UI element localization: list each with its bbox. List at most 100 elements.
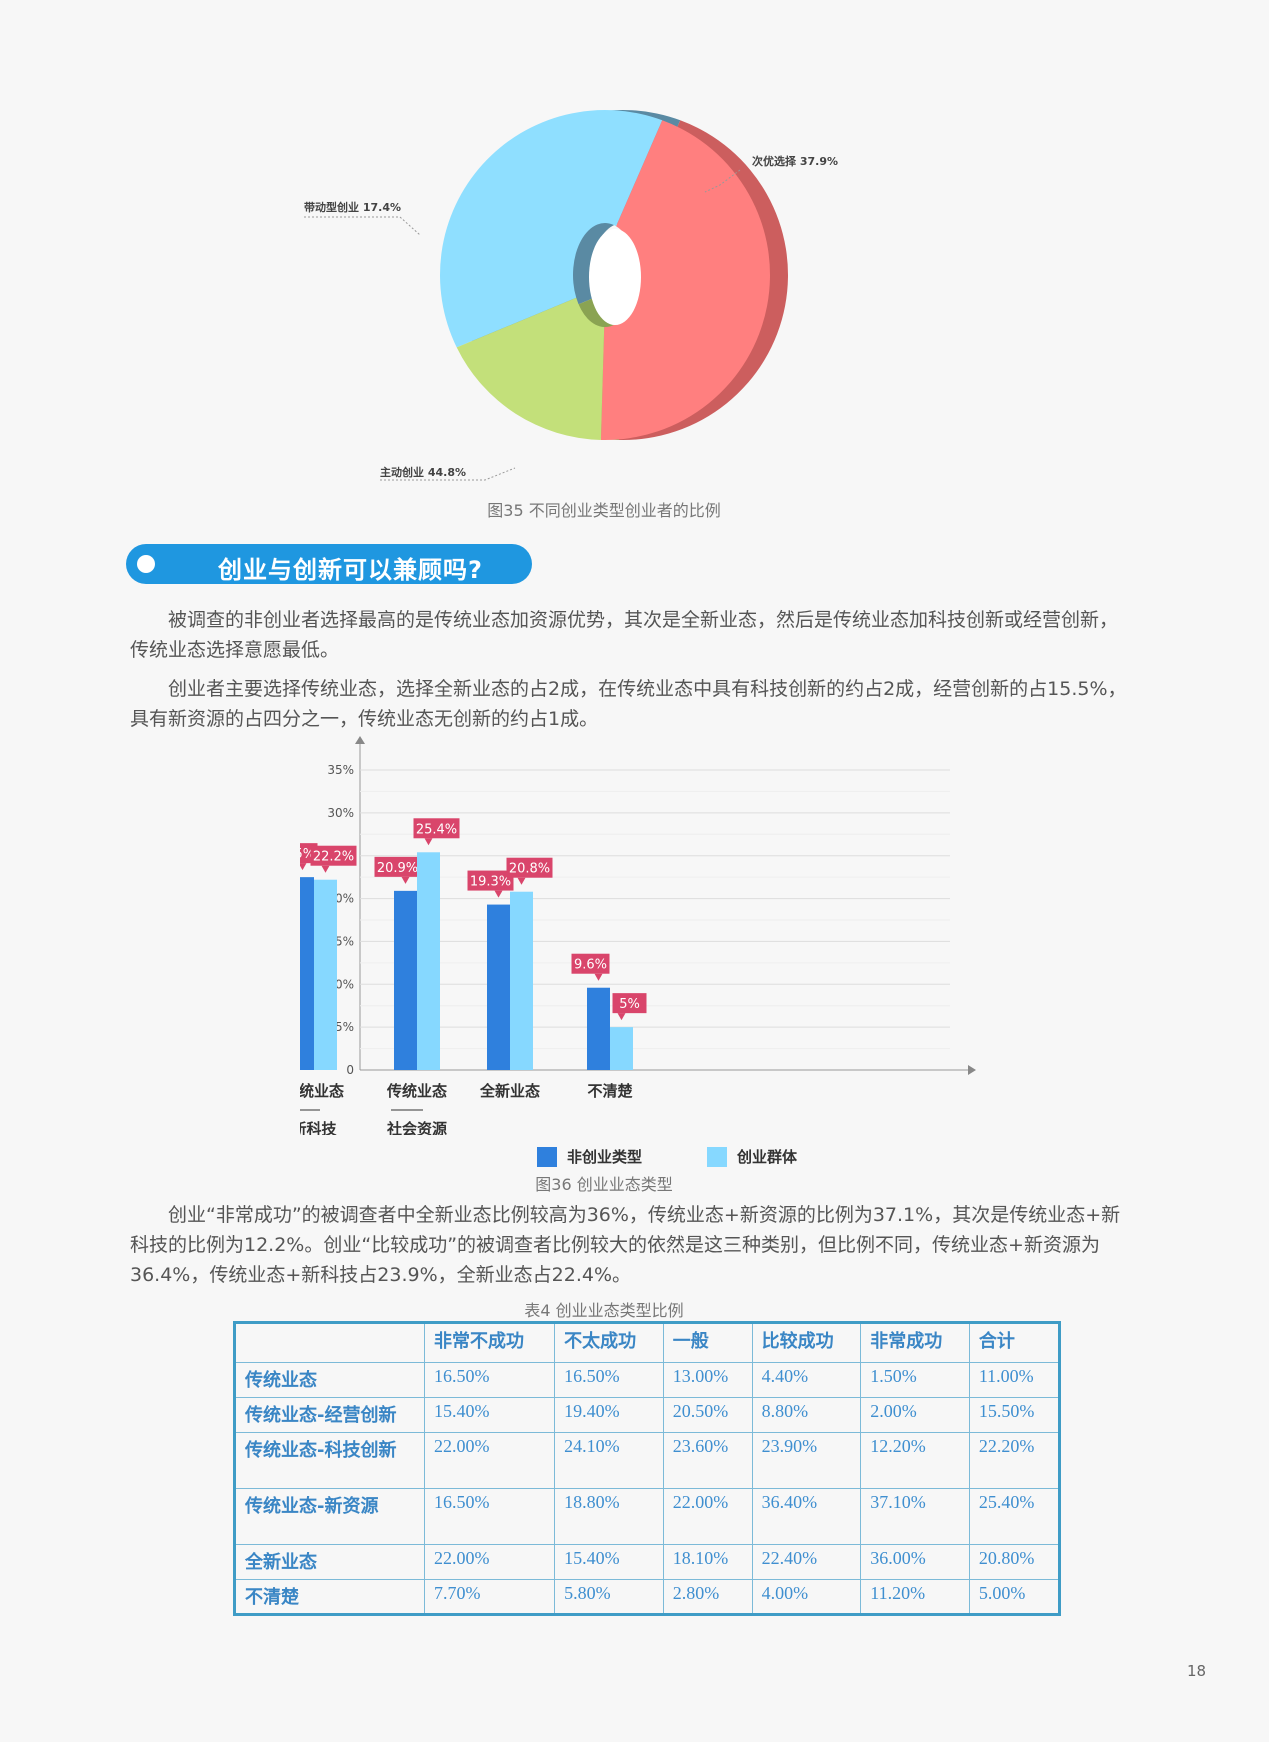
row-header: 全新业态 xyxy=(234,1544,425,1580)
bar xyxy=(394,890,417,1070)
table-cell: 15.50% xyxy=(968,1397,1061,1433)
table-cell: 2.80% xyxy=(662,1579,753,1615)
table-cell: 4.40% xyxy=(751,1362,862,1398)
table-cell: 19.40% xyxy=(554,1397,664,1433)
pie-label: 次优选择 37.9% xyxy=(752,154,838,168)
legend-label: 创业群体 xyxy=(737,1148,798,1166)
data-table: 非常不成功 不太成功 一般 比较成功 非常成功 合计 传统业态 16.50% 1… xyxy=(233,1321,1061,1616)
section-header: 创业与创新可以兼顾吗? xyxy=(126,544,532,584)
x-axis-arrow-icon xyxy=(968,1065,976,1075)
data-label-box xyxy=(413,818,460,839)
table-cell: 23.90% xyxy=(751,1432,862,1489)
table-cell: 25.40% xyxy=(968,1488,1061,1545)
data-label-box xyxy=(374,856,421,877)
table-cell: 23.60% xyxy=(662,1432,753,1489)
table-row: 传统业态-科技创新 22.00% 24.10% 23.60% 23.90% 12… xyxy=(234,1432,1061,1489)
table-row: 全新业态 22.00% 15.40% 18.10% 22.40% 36.00% … xyxy=(234,1544,1061,1580)
y-axis-arrow-icon xyxy=(355,736,365,744)
data-label-pointer xyxy=(401,876,410,884)
pie-label: 带动型创业 17.4% xyxy=(304,200,401,214)
bullet-dot-icon xyxy=(137,555,155,573)
bar-chart: 05%10%15%20%25%30%35%11.8%11%传统业态15.9%15… xyxy=(300,736,976,1135)
pie-leader-line xyxy=(380,467,516,481)
table-cell: 12.20% xyxy=(860,1432,970,1489)
table-cell: 11.20% xyxy=(860,1579,970,1615)
legend-item-entrepreneur: 创业群体 xyxy=(707,1146,797,1167)
data-label-pointer xyxy=(321,865,330,873)
header-cell xyxy=(234,1322,425,1363)
table-cell: 36.00% xyxy=(860,1544,970,1580)
header-cell: 一般 xyxy=(662,1322,753,1363)
row-header: 传统业态-科技创新 xyxy=(234,1432,425,1489)
data-label: 9.6% xyxy=(574,958,607,973)
table-cell: 5.80% xyxy=(554,1579,664,1615)
table-cell: 36.40% xyxy=(751,1488,862,1545)
table-cell: 4.00% xyxy=(751,1579,862,1615)
data-label-pointer xyxy=(424,838,433,846)
header-cell: 非常不成功 xyxy=(423,1322,556,1363)
data-label: 5% xyxy=(619,997,640,1012)
x-tick-label: 不清楚 xyxy=(587,1082,633,1100)
bar xyxy=(300,877,314,1070)
data-label-box xyxy=(310,845,357,866)
x-tick-label: 全新业态 xyxy=(479,1082,540,1100)
page-number: 18 xyxy=(1187,1662,1207,1680)
table-cell: 24.10% xyxy=(554,1432,664,1489)
legend-item-non-entrepreneur: 非创业类型 xyxy=(537,1146,642,1167)
legend-swatch xyxy=(537,1146,557,1167)
table-cell: 22.00% xyxy=(423,1432,556,1489)
x-tick-label-sub: 新科技 xyxy=(300,1120,337,1135)
y-tick-label: 5% xyxy=(335,1020,354,1034)
table-cell: 20.50% xyxy=(662,1397,753,1433)
table-cell: 22.00% xyxy=(662,1488,753,1545)
pie-leader-line xyxy=(304,216,421,236)
header-cell: 比较成功 xyxy=(751,1322,862,1363)
header-cell: 不太成功 xyxy=(554,1322,664,1363)
table-cell: 11.00% xyxy=(968,1362,1061,1398)
data-label: 25.4% xyxy=(416,822,457,837)
data-label-pointer xyxy=(617,1013,626,1021)
table-header-row: 非常不成功 不太成功 一般 比较成功 非常成功 合计 xyxy=(234,1322,1061,1363)
pie-chart: 次优选择 37.9% 主动创业 44.8% 带动型创业 17.4% xyxy=(304,110,838,481)
bar xyxy=(610,1027,633,1070)
y-tick-label: 30% xyxy=(327,806,354,820)
data-label: 20.8% xyxy=(509,862,550,877)
table-caption: 表4 创业业态类型比例 xyxy=(524,1301,684,1320)
paragraph-3: 创业“非常成功”的被调查者中全新业态比例较高为36%，传统业态+新资源的比例为3… xyxy=(130,1204,1121,1286)
data-label-box xyxy=(571,953,610,974)
pie-hole-highlight xyxy=(589,229,641,325)
table-cell: 16.50% xyxy=(554,1362,664,1398)
row-header: 不清楚 xyxy=(234,1579,425,1615)
table-cell: 37.10% xyxy=(860,1488,970,1545)
paragraph-2: 创业者主要选择传统业态，选择全新业态的占2成，在传统业态中具有科技创新的约占2成… xyxy=(130,678,1127,730)
bar xyxy=(487,904,510,1070)
pie-leader-line xyxy=(704,169,741,193)
bar xyxy=(314,879,337,1070)
y-tick-label: 0 xyxy=(346,1063,354,1077)
pie-slice xyxy=(440,110,663,348)
bar xyxy=(510,891,533,1070)
paragraph-1: 被调查的非创业者选择最高的是传统业态加资源优势，其次是全新业态，然后是传统业态加… xyxy=(130,609,1119,661)
bar-caption: 图36 创业业态类型 xyxy=(535,1175,673,1194)
table-cell: 5.00% xyxy=(968,1579,1061,1615)
data-label-box xyxy=(506,857,553,878)
x-tick-label-sub: 社会资源 xyxy=(386,1120,447,1135)
table-cell: 22.20% xyxy=(968,1432,1061,1489)
row-header: 传统业态-经营创新 xyxy=(234,1397,425,1433)
bar xyxy=(417,852,440,1070)
header-cell: 合计 xyxy=(968,1322,1061,1363)
data-label-pointer xyxy=(594,973,603,981)
pie-slice xyxy=(456,297,605,440)
table-cell: 13.00% xyxy=(662,1362,753,1398)
x-tick-label: 传统业态 xyxy=(300,1082,344,1100)
row-header: 传统业态 xyxy=(234,1362,425,1398)
table-cell: 20.80% xyxy=(968,1544,1061,1580)
table-row: 不清楚 7.70% 5.80% 2.80% 4.00% 11.20% 5.00% xyxy=(234,1579,1061,1615)
table-row: 传统业态-新资源 16.50% 18.80% 22.00% 36.40% 37.… xyxy=(234,1488,1061,1545)
table-cell: 18.80% xyxy=(554,1488,664,1545)
bar xyxy=(587,987,610,1070)
data-label: 20.9% xyxy=(377,861,418,876)
table-cell: 2.00% xyxy=(860,1397,970,1433)
table-row: 传统业态 16.50% 16.50% 13.00% 4.40% 1.50% 11… xyxy=(234,1362,1061,1398)
header-cell: 非常成功 xyxy=(860,1322,970,1363)
